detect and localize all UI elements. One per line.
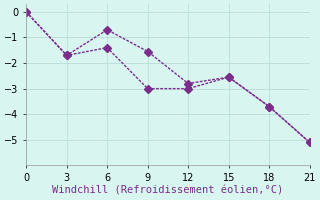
- X-axis label: Windchill (Refroidissement éolien,°C): Windchill (Refroidissement éolien,°C): [52, 186, 284, 196]
